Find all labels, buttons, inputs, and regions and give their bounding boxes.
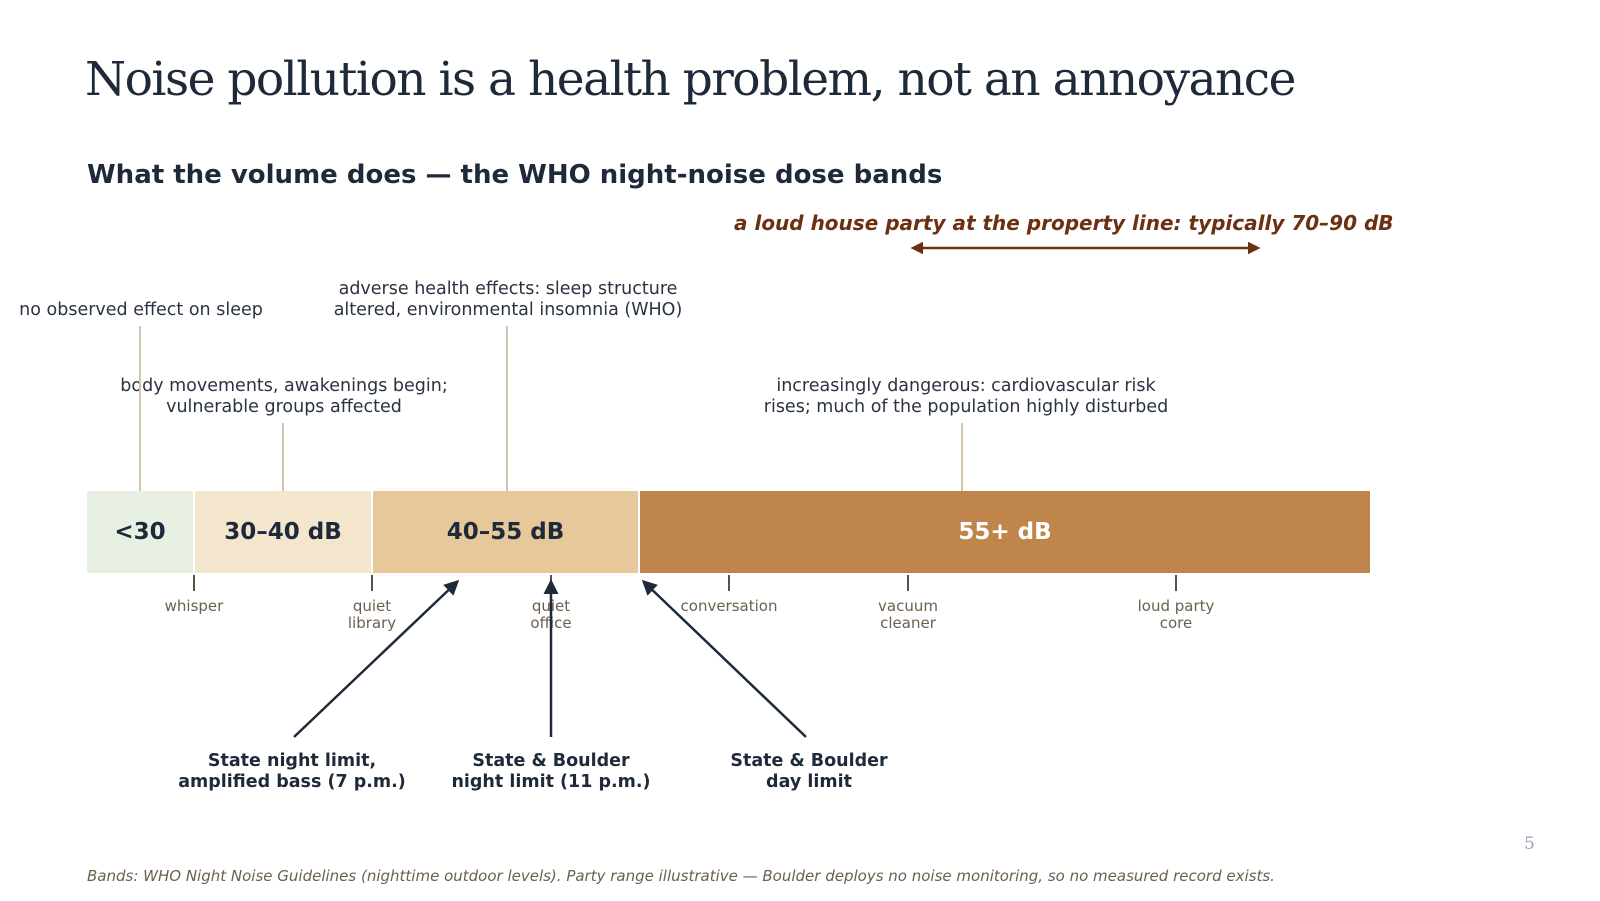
ref-tick <box>550 575 552 591</box>
effect-55-plus-line1: increasingly dangerous: cardiovascular r… <box>776 376 1156 396</box>
ref-tick <box>907 575 909 591</box>
ref-tick <box>193 575 195 591</box>
limit-line: State & Boulder <box>472 751 630 771</box>
effect-40-55-line1: adverse health effects: sleep structure <box>338 279 678 299</box>
limit-state-night-amplified-bass: State night limit, amplified bass (7 p.m… <box>178 751 406 793</box>
band-label: 30–40 dB <box>224 519 342 545</box>
limit-night-11pm: State & Boulder night limit (11 p.m.) <box>451 751 650 793</box>
ref-tick <box>371 575 373 591</box>
effect-30-40-line1: body movements, awakenings begin; <box>120 376 448 396</box>
ref-line: library <box>347 614 397 632</box>
limit-day: State & Boulder day limit <box>730 751 887 793</box>
band-55-plus: 55+ dB <box>640 491 1370 573</box>
slide-subtitle: What the volume does — the WHO night-noi… <box>87 160 943 190</box>
band-lt30: <30 <box>87 491 193 573</box>
ref-label-whisper: whisper <box>165 598 224 615</box>
ref-line: quiet <box>352 597 392 615</box>
ref-line: whisper <box>164 597 224 615</box>
ref-label-quiet-office: quiet office <box>530 598 571 632</box>
ref-label-conversation: conversation <box>681 598 778 615</box>
ref-label-vacuum-cleaner: vacuum cleaner <box>878 598 938 632</box>
limit-line: night limit (11 p.m.) <box>451 772 651 792</box>
leader-line-30-40 <box>282 423 284 491</box>
band-30-40: 30–40 dB <box>195 491 371 573</box>
party-range-label: a loud house party at the property line:… <box>734 211 1394 235</box>
band-40-55: 40–55 dB <box>373 491 638 573</box>
ref-line: loud party <box>1137 597 1215 615</box>
ref-label-quiet-library: quiet library <box>348 598 396 632</box>
limit-line: State night limit, <box>207 751 377 771</box>
ref-line: office <box>530 614 572 632</box>
ref-label-loud-party-core: loud party core <box>1138 598 1215 632</box>
ref-tick <box>728 575 730 591</box>
band-label: <30 <box>114 519 166 545</box>
band-label: 55+ dB <box>958 519 1052 545</box>
leader-line-lt30 <box>139 326 141 491</box>
leader-line-40-55 <box>506 326 508 491</box>
ref-tick <box>1175 575 1177 591</box>
limit-line: State & Boulder <box>730 751 888 771</box>
effect-40-55-line2: altered, environmental insomnia (WHO) <box>333 300 683 320</box>
ref-line: conversation <box>680 597 778 615</box>
page-number: 5 <box>1524 834 1535 854</box>
ref-line: cleaner <box>880 614 936 632</box>
effect-lt30: no observed effect on sleep <box>19 300 263 320</box>
footnote: Bands: WHO Night Noise Guidelines (night… <box>87 867 1275 885</box>
effect-55-plus-line2: rises; much of the population highly dis… <box>763 397 1169 417</box>
effect-55-plus: increasingly dangerous: cardiovascular r… <box>764 376 1168 418</box>
band-label: 40–55 dB <box>446 519 565 545</box>
effect-30-40-line2: vulnerable groups affected <box>166 397 402 417</box>
leader-line-55-plus <box>961 423 963 491</box>
ref-line: core <box>1159 614 1193 632</box>
limit-line: amplified bass (7 p.m.) <box>178 772 406 792</box>
ref-line: quiet <box>531 597 571 615</box>
limit-line: day limit <box>766 772 852 792</box>
ref-line: vacuum <box>878 597 938 615</box>
slide-title: Noise pollution is a health problem, not… <box>85 52 1296 107</box>
effect-30-40: body movements, awakenings begin; vulner… <box>120 376 447 418</box>
effect-40-55: adverse health effects: sleep structure … <box>334 279 683 321</box>
